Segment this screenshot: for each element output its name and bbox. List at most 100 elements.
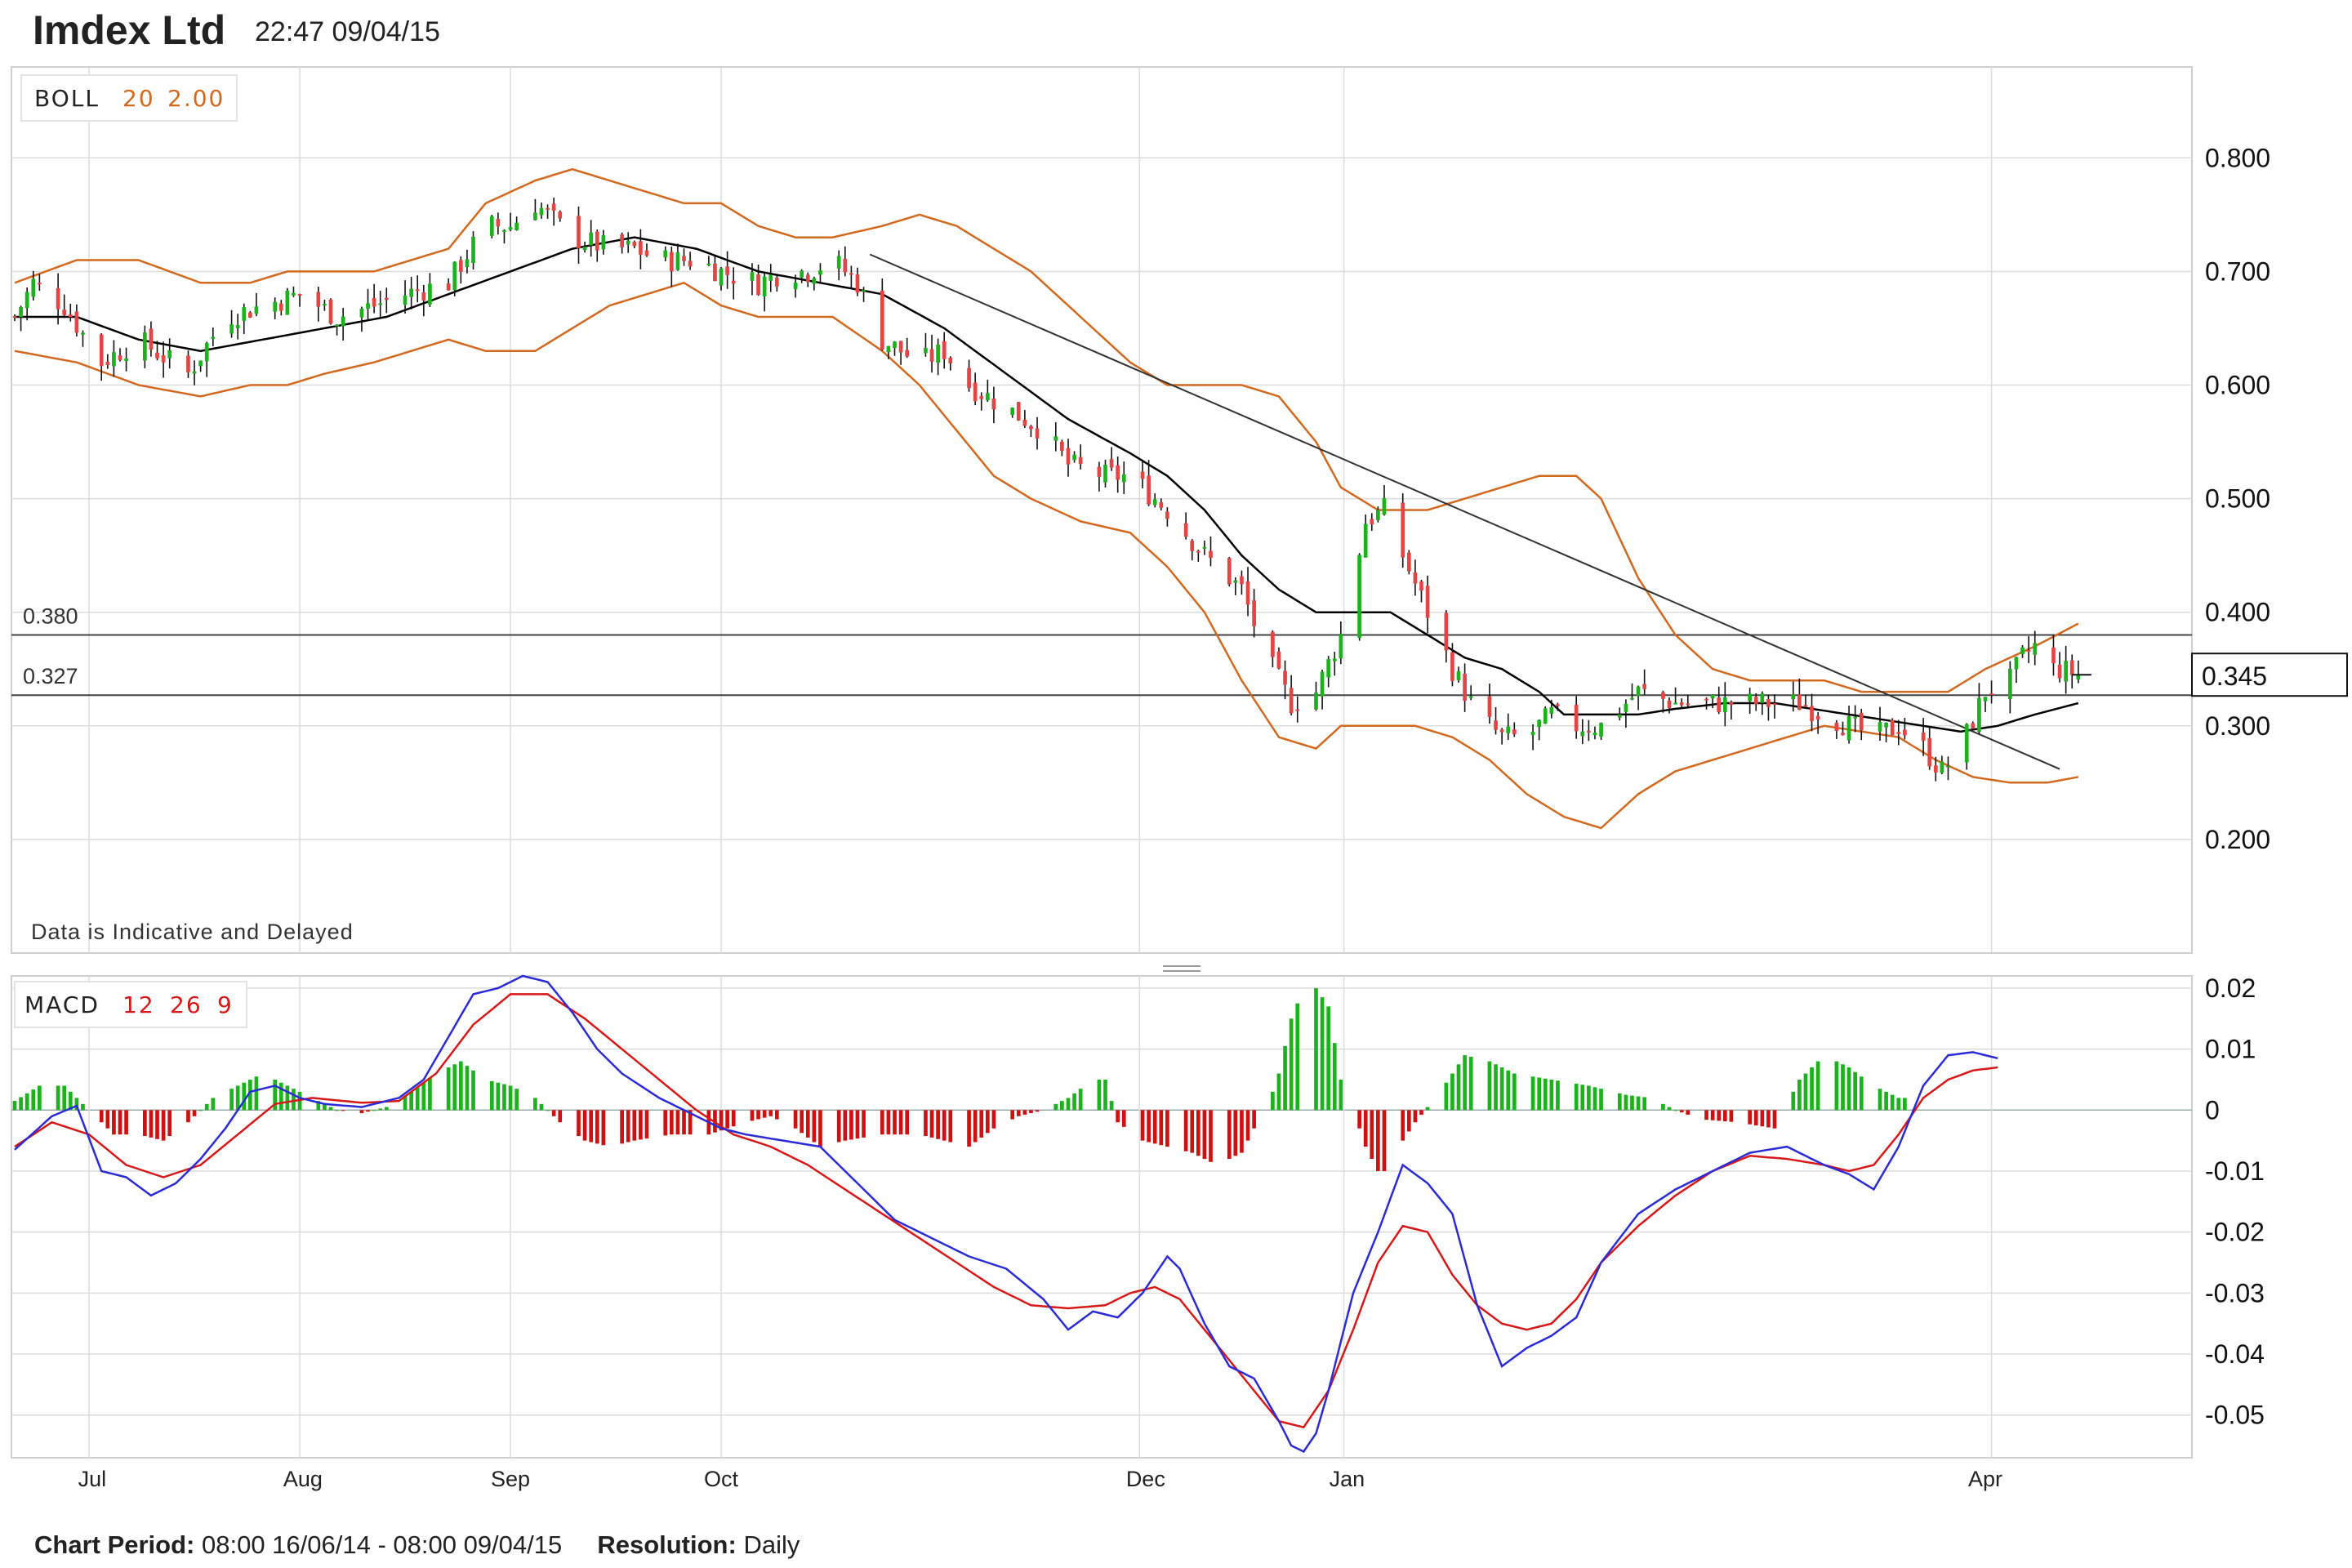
candle [1116,456,1120,493]
candle [1022,410,1027,428]
candle-body-down [1766,699,1771,707]
candle-body-up [1673,702,1677,705]
macd-bar-negative [359,1110,364,1114]
candle [682,248,686,266]
macd-bar-negative [99,1110,104,1123]
macd-histogram[interactable] [12,987,1907,1171]
candle-body-up [235,324,240,328]
macd-lines[interactable] [14,974,1998,1454]
macd-bar-negative [1760,1110,1765,1127]
macd-bar-negative [836,1110,841,1143]
candle [1574,696,1579,739]
candle-body-down [1295,709,1300,711]
macd-bar-positive [1810,1067,1814,1111]
candle [1419,580,1423,603]
candle-body-down [1190,540,1195,551]
candlestick-series[interactable] [12,198,2081,782]
macd-bar-negative [192,1110,197,1116]
macd-bar-negative [1147,1110,1151,1143]
candle [1252,589,1256,638]
candle [242,303,247,334]
candle-body-down [1276,651,1281,669]
macd-bar-positive [1537,1077,1542,1111]
macd-bar-positive [37,1085,42,1111]
candle [1054,422,1058,452]
macd-bar-positive [409,1091,413,1111]
macd-grid [11,976,2192,1458]
candle [1159,498,1164,511]
macd-bar-negative [682,1110,686,1135]
candle [12,314,17,322]
macd-bar-negative [675,1110,680,1135]
macd-bar-negative [1729,1110,1734,1122]
candle-body-down [1971,723,1976,729]
candle [762,272,767,312]
macd-bar-positive [1803,1073,1808,1111]
candle [1556,702,1560,711]
macd-bar-positive [446,1067,451,1111]
candle-body-up [378,303,383,305]
macd-bar-positive [1456,1064,1461,1111]
candle [577,206,581,264]
candle [1617,707,1622,721]
candle [849,265,853,288]
candle-body-down [1196,550,1200,553]
candle-body-down [1642,684,1647,689]
candle [1190,539,1195,561]
candle [496,212,501,235]
macd-bar-positive [1332,1043,1337,1111]
macd-bar-positive [1791,1091,1796,1111]
candle [924,332,928,357]
candle [1103,459,1107,488]
candle-body-up [1456,671,1461,680]
candle [1537,719,1542,741]
candle-body-down [558,212,563,219]
macd-legend[interactable]: MACD 12 26 9 [14,981,247,1028]
candle [2076,660,2081,684]
candle [862,287,866,302]
candle-body-down [843,258,848,273]
candle [1748,688,1753,714]
macd-bar-negative [1413,1110,1418,1123]
candle [1636,685,1641,710]
macd-bar-positive [1103,1079,1107,1111]
macd-bar-negative [142,1110,147,1137]
boll-legend[interactable]: BOLL 20 2.00 [20,74,238,122]
macd-bar-positive [1599,1089,1603,1111]
candle-body-down [1704,698,1708,701]
macd-bar-negative [1376,1110,1380,1171]
candle [1903,718,1907,740]
candle [1183,512,1188,540]
candle-body-up [750,272,755,281]
macd-bar-positive [489,1080,494,1111]
candle-body-up [31,278,36,297]
candle-body-up [985,393,990,401]
macd-bar-negative [1382,1110,1387,1171]
macd-bar-positive [1530,1076,1535,1111]
candle [601,229,606,255]
macd-bar-negative [880,1110,884,1135]
candle [192,360,197,385]
candle-body-up [1946,765,1950,768]
candle-body-up [2076,675,2081,679]
candle-body-down [1370,519,1374,525]
macd-bar-positive [1097,1079,1102,1111]
candle-body-down [372,297,376,307]
candle-body-down [2026,650,2031,653]
boll-middle-band [15,236,2079,733]
candle [384,287,389,314]
macd-bar-positive [247,1079,252,1111]
macd-bar-positive [1797,1079,1802,1111]
candle [818,263,822,283]
candle-body-up [589,232,594,246]
candle-body-up [1537,719,1542,728]
candle-body-up [539,207,544,216]
candle-body-up [1332,658,1337,662]
candle-body-down [1425,586,1430,618]
macd-bar-negative [1722,1110,1727,1121]
candle [465,249,470,274]
macd-bar-negative [1363,1110,1368,1147]
candle-body-up [812,278,817,284]
panel-resize-handle[interactable] [1163,965,1200,977]
